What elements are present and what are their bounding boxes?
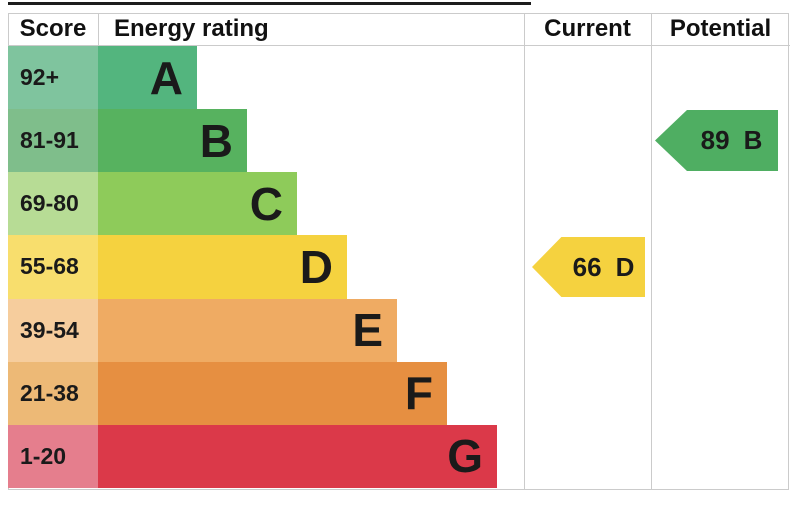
chart-top-border: [8, 2, 531, 5]
band-score-cell: 1-20: [8, 424, 98, 488]
band-score-cell: 21-38: [8, 361, 98, 425]
band-bar: D: [98, 235, 347, 299]
band-bar: E: [98, 298, 397, 362]
current-column-header: Current: [544, 15, 631, 42]
band-bar: A: [98, 46, 197, 110]
current-letter: D: [615, 251, 635, 282]
band-row-g: 1-20 G: [8, 424, 524, 488]
current-column-divider: [524, 13, 525, 490]
potential-letter: B: [743, 125, 763, 155]
band-row-c: 69-80 C: [8, 172, 524, 236]
band-letter: F: [404, 367, 433, 420]
current-score: 66: [572, 251, 602, 282]
band-letter: D: [299, 240, 333, 293]
band-letter: B: [199, 114, 233, 167]
band-row-e: 39-54 E: [8, 298, 524, 362]
potential-score: 89: [700, 125, 730, 155]
energy-rating-column-header: Energy rating: [114, 15, 269, 42]
band-row-d: 55-68 D: [8, 235, 524, 299]
score-column-divider: [98, 13, 99, 45]
band-letter: E: [352, 304, 383, 357]
potential-column-divider: [651, 13, 652, 490]
band-score-cell: 39-54: [8, 298, 98, 362]
potential-column-header: Potential: [669, 15, 772, 42]
band-score-cell: 92+: [8, 46, 98, 110]
band-row-f: 21-38 F: [8, 361, 524, 425]
band-score-cell: 81-91: [8, 109, 98, 173]
band-bar: B: [98, 109, 247, 173]
band-row-a: 92+ A: [8, 46, 524, 110]
score-column-header: Score: [19, 15, 87, 42]
header-underline: [8, 45, 790, 46]
band-bar: F: [98, 361, 447, 425]
band-letter: A: [149, 51, 183, 104]
band-bar: G: [98, 424, 497, 488]
band-row-b: 81-91 B: [8, 109, 524, 173]
band-letter: G: [447, 430, 483, 483]
band-score-cell: 69-80: [8, 172, 98, 236]
band-letter: C: [249, 177, 283, 230]
energy-bands: 92+ A 81-91 B 69-80 C 55-68 D 39-54: [8, 46, 524, 488]
band-score-cell: 55-68: [8, 235, 98, 299]
band-bar: C: [98, 172, 297, 236]
